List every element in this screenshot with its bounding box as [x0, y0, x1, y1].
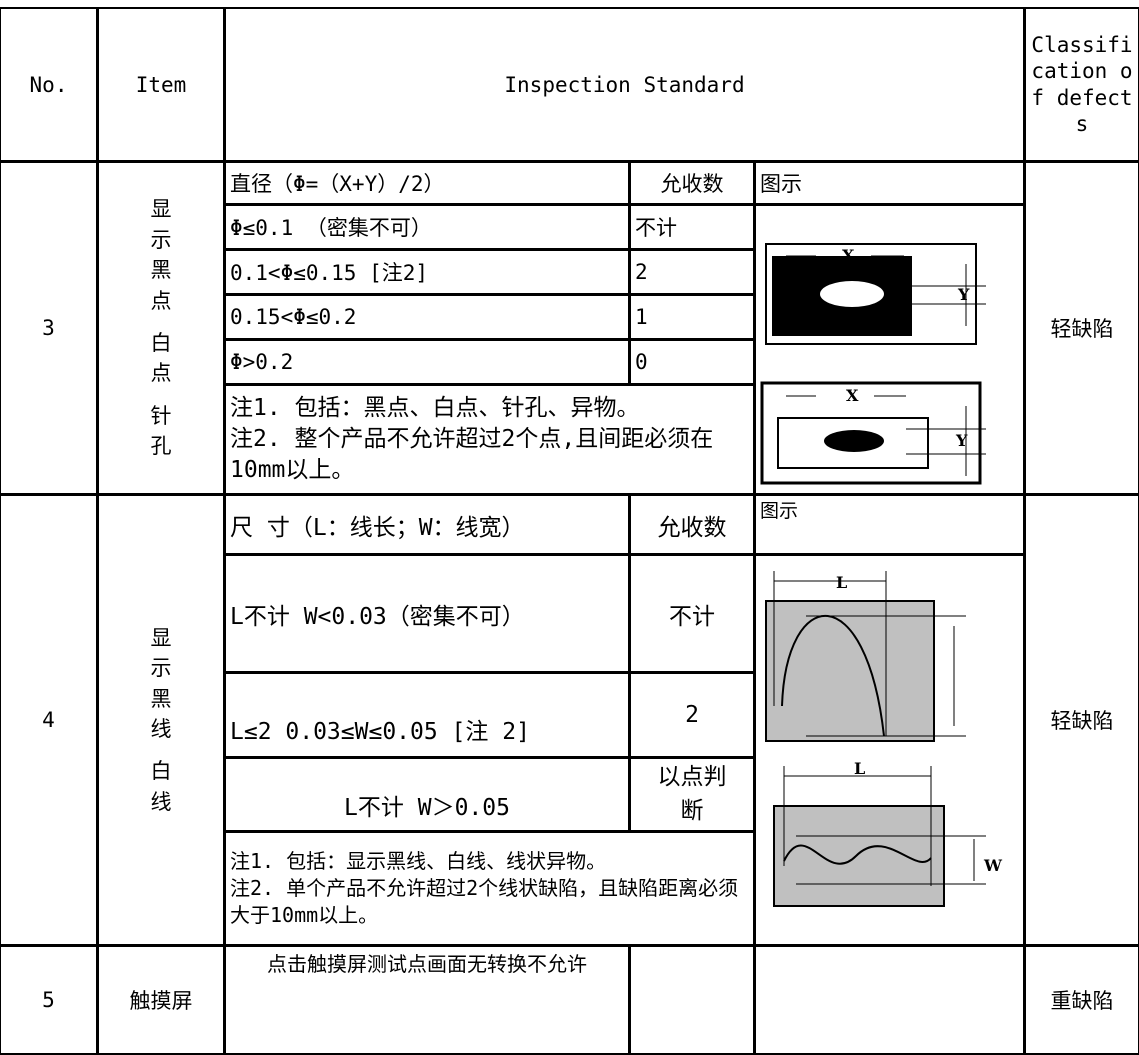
- classification: 轻缺陷: [1024, 161, 1139, 495]
- diagram-label: Y: [957, 285, 970, 304]
- sub-header: 直径（Φ=（X+Y）/2）: [224, 161, 630, 205]
- diagram-label: L: [836, 573, 847, 592]
- allowed-count: 不计: [629, 204, 755, 250]
- allowed-count: 不计: [629, 554, 755, 673]
- criterion: Φ≤0.1 （密集不可）: [224, 204, 630, 250]
- header-cell: Inspection Standard: [224, 7, 1025, 162]
- allowed-count: 以点判断: [629, 757, 755, 832]
- diagram-label: X: [842, 246, 855, 265]
- item-text: 白线: [150, 759, 172, 814]
- item-text: 白点: [150, 331, 172, 386]
- notes: 注1. 包括：黑点、白点、针孔、异物。 注2. 整个产品不允许超过2个点,且间距…: [224, 384, 755, 495]
- item-cell: 显示黑线 白线: [97, 494, 225, 946]
- criterion: L不计 W＞0.05: [224, 757, 630, 832]
- item-cell: 显示黑点 白点 针孔: [97, 161, 225, 495]
- allowed-count: 2: [629, 249, 755, 295]
- note: 注1. 包括：黑点、白点、针孔、异物。: [230, 394, 640, 421]
- sub-header: 允收数: [629, 161, 755, 205]
- allowed-count: 0: [629, 339, 755, 385]
- note: 注1. 包括：显示黑线、白线、线状异物。: [230, 849, 607, 873]
- diagram-label: L: [854, 759, 865, 778]
- item-text: 显示黑点: [150, 197, 172, 313]
- no-cell: 3: [0, 161, 98, 495]
- empty-cell: [754, 945, 1025, 1055]
- item-text: 显示黑线: [150, 625, 172, 741]
- criterion: 点击触摸屏测试点画面无转换不允许: [224, 945, 630, 1055]
- diagram-label: X: [846, 386, 859, 405]
- sub-header: 允收数: [629, 494, 755, 555]
- notes: 注1. 包括：显示黑线、白线、线状异物。 注2. 单个产品不允许超过2个线状缺陷…: [224, 831, 755, 946]
- sub-header: 尺 寸（L：线长；W：线宽）: [224, 494, 630, 555]
- diagram: L L W: [765, 571, 1003, 907]
- criterion: L≤2 0.03≤W≤0.05 [注 2]: [224, 672, 630, 758]
- diagram-label: Y: [955, 431, 968, 450]
- sub-header: 图示: [754, 494, 1025, 555]
- no-cell: 4: [0, 494, 98, 946]
- sub-header: 图示: [754, 161, 1025, 205]
- note: 注2. 单个产品不允许超过2个线状缺陷，且缺陷距离必须大于10mm以上。: [230, 876, 739, 927]
- header-cell: Item: [97, 7, 225, 162]
- header-cell: No.: [0, 7, 98, 162]
- diagram: X Y X Y: [760, 243, 986, 485]
- item-cell: 触摸屏: [97, 945, 225, 1055]
- item-text: 针孔: [150, 403, 172, 459]
- criterion: L不计 W<0.03（密集不可）: [224, 554, 630, 673]
- diagram-label: W: [983, 856, 1003, 875]
- diagram-cell: X Y X Y: [754, 204, 1025, 495]
- classification: 轻缺陷: [1024, 494, 1139, 946]
- note: 注2. 整个产品不允许超过2个点,且间距必须在10mm以上。: [230, 425, 714, 484]
- allowed-count: 2: [629, 672, 755, 758]
- allowed-count: 1: [629, 294, 755, 340]
- no-cell: 5: [0, 945, 98, 1055]
- empty-cell: [629, 945, 755, 1055]
- header-cell: Classification of defects: [1024, 7, 1139, 162]
- classification: 重缺陷: [1024, 945, 1139, 1055]
- criterion: 0.1<Φ≤0.15 [注2]: [224, 249, 630, 295]
- criterion: 0.15<Φ≤0.2: [224, 294, 630, 340]
- diagram-cell: L L W: [754, 554, 1025, 946]
- criterion: Φ>0.2: [224, 339, 630, 385]
